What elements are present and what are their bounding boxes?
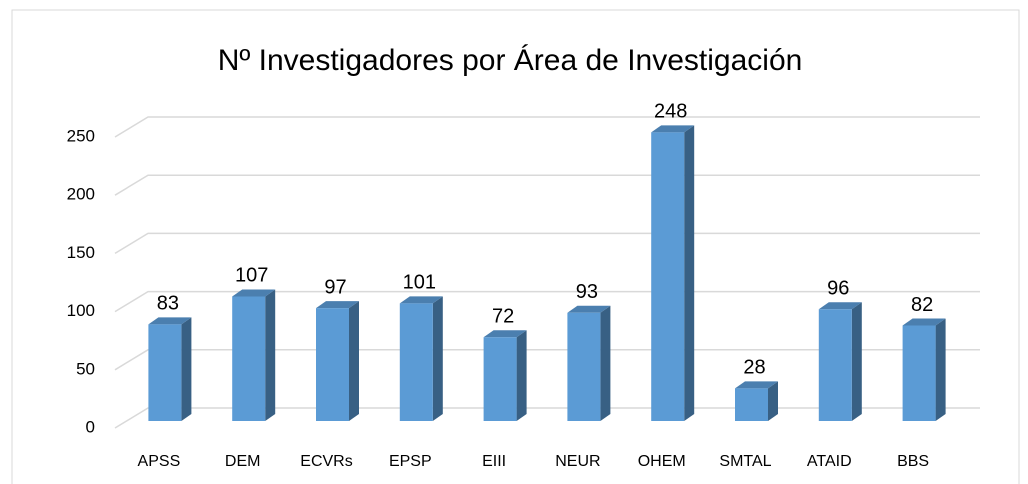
x-tick-label: EIII bbox=[482, 453, 506, 470]
bar-top bbox=[148, 317, 192, 325]
value-label: 83 bbox=[157, 293, 179, 315]
value-label: 93 bbox=[576, 281, 598, 303]
bar-top bbox=[735, 381, 778, 389]
chart-title: Nº Investigadores por Área de Investigac… bbox=[218, 44, 803, 77]
bar-front bbox=[818, 309, 852, 421]
bar bbox=[232, 289, 276, 421]
bar-front bbox=[567, 312, 601, 421]
bar-top bbox=[316, 301, 359, 309]
y-tick-label: 250 bbox=[67, 126, 95, 145]
bar-side bbox=[600, 305, 611, 421]
value-label: 82 bbox=[911, 294, 933, 316]
x-tick-label: NEUR bbox=[555, 453, 600, 470]
bar-side bbox=[516, 330, 527, 421]
bar-top bbox=[902, 318, 946, 326]
bar-side bbox=[851, 302, 862, 421]
grid-line bbox=[114, 407, 980, 429]
grid-line bbox=[114, 232, 980, 255]
x-tick-label: ECVRs bbox=[300, 453, 352, 470]
bar-side bbox=[349, 301, 359, 421]
x-tick-label: APSS bbox=[138, 453, 181, 470]
bar bbox=[735, 381, 778, 421]
grid-line bbox=[114, 349, 980, 371]
value-label: 72 bbox=[492, 305, 514, 327]
bar bbox=[567, 305, 611, 421]
bar-front bbox=[902, 325, 936, 421]
bar bbox=[483, 330, 527, 421]
value-label: 248 bbox=[654, 101, 687, 123]
bar bbox=[651, 125, 695, 421]
x-tick-label: BBS bbox=[897, 453, 929, 470]
bar-top bbox=[232, 289, 276, 297]
grid-line bbox=[114, 290, 980, 313]
grid-line bbox=[114, 116, 980, 138]
bar-side bbox=[768, 381, 778, 421]
bar-side bbox=[684, 125, 695, 421]
bar-side bbox=[181, 317, 192, 421]
bar bbox=[399, 296, 443, 421]
bar-top bbox=[399, 296, 443, 304]
value-label: 97 bbox=[324, 276, 346, 298]
bar-front bbox=[483, 337, 517, 421]
y-tick-label: 0 bbox=[86, 417, 95, 436]
x-tick-label: EPSP bbox=[389, 453, 432, 470]
x-tick-label: DEM bbox=[225, 453, 261, 470]
bar-front bbox=[735, 388, 768, 421]
value-label: 107 bbox=[235, 265, 268, 287]
bar-front bbox=[316, 308, 349, 421]
bar-side bbox=[265, 289, 276, 421]
bar-top bbox=[567, 305, 611, 313]
value-label: 28 bbox=[743, 357, 765, 379]
value-label: 101 bbox=[403, 272, 436, 294]
bar-top bbox=[483, 330, 527, 338]
y-tick-label: 100 bbox=[67, 301, 95, 320]
bar bbox=[148, 317, 192, 421]
bar-front bbox=[399, 303, 433, 421]
x-tick-label: ATAID bbox=[807, 453, 852, 470]
value-label: 96 bbox=[827, 278, 849, 300]
y-tick-label: 150 bbox=[67, 243, 95, 262]
bar-front bbox=[232, 296, 266, 421]
bar-front bbox=[148, 324, 182, 421]
x-tick-label: SMTAL bbox=[719, 453, 771, 470]
bar-top bbox=[651, 125, 695, 133]
y-tick-label: 200 bbox=[67, 185, 95, 204]
bar bbox=[902, 318, 946, 421]
grid-line bbox=[114, 174, 980, 196]
bar-side bbox=[935, 318, 946, 421]
bar bbox=[818, 302, 862, 421]
y-tick-label: 50 bbox=[76, 359, 95, 378]
bar bbox=[316, 301, 359, 421]
x-tick-label: OHEM bbox=[638, 453, 686, 470]
bar-front bbox=[651, 132, 685, 421]
bar-top bbox=[818, 302, 862, 310]
bar-side bbox=[432, 296, 443, 421]
